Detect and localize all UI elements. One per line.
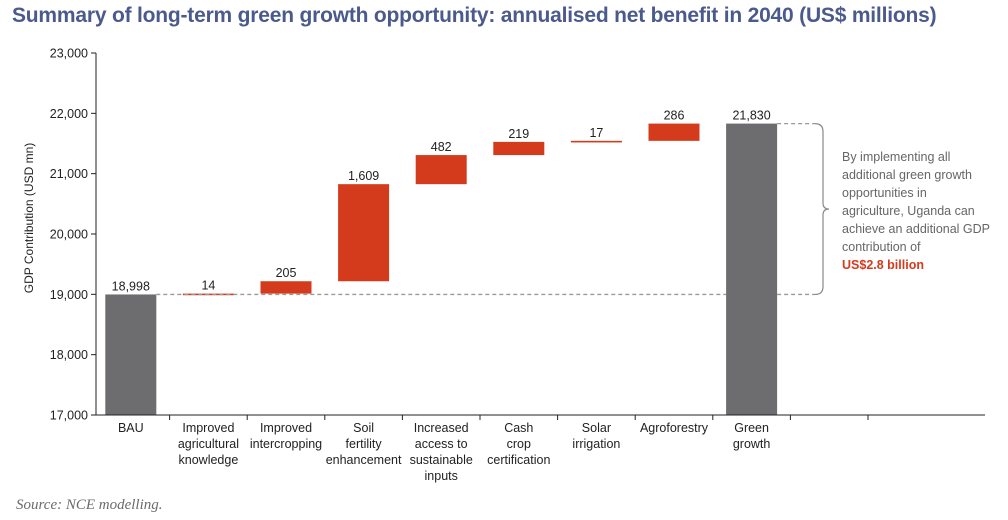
bars-layer	[105, 123, 778, 415]
category-label-2: Improved intercropping	[250, 421, 322, 451]
category-label-8: Green growth	[733, 421, 771, 451]
curly-bracket	[814, 122, 830, 296]
y-tick-label-3: 20,000	[50, 228, 88, 242]
reference-lines-layer	[156, 122, 830, 296]
category-label-6-line-0: Solar	[582, 421, 611, 435]
source-note: Source: NCE modelling.	[16, 497, 163, 513]
category-label-1-line-0: Improved	[182, 421, 234, 435]
bar-8	[726, 123, 778, 415]
category-label-8-line-0: Green	[734, 421, 769, 435]
category-label-5-line-0: Cash	[504, 421, 533, 435]
category-label-6-line-1: irrigation	[572, 437, 620, 451]
value-label-0: 18,998	[112, 279, 150, 293]
value-label-8: 21,830	[732, 109, 770, 123]
category-label-3-line-1: fertility	[346, 437, 383, 451]
annotation-highlight: US$2.8 billion	[842, 258, 924, 272]
value-labels-layer: 18,998 14 205 1,609 482 219 17 286 21,830	[112, 109, 771, 294]
value-label-6: 17	[589, 126, 603, 140]
category-label-4-line-1: access to	[415, 437, 468, 451]
axes-layer: 17,000 18,000 19,000 20,000 21,000 22,000 23,0…	[50, 47, 985, 423]
value-label-7: 286	[664, 109, 685, 123]
category-label-0-line-0: BAU	[118, 421, 144, 435]
value-label-2: 205	[276, 266, 297, 280]
category-label-0: BAU	[118, 421, 144, 435]
category-label-4-line-3: inputs	[425, 469, 458, 483]
category-label-4: Increased access to sustainable inputs	[410, 421, 473, 483]
category-label-6: Solar irrigation	[572, 421, 620, 451]
y-tick-label-4: 21,000	[50, 167, 88, 181]
y-tick-label-5: 22,000	[50, 107, 88, 121]
category-label-1: Improved agricultural knowledge	[178, 421, 239, 467]
y-tick-label-0: 17,000	[50, 409, 88, 423]
category-label-3: Soil fertility enhancement	[326, 421, 402, 467]
value-label-4: 482	[431, 140, 452, 154]
bar-7	[648, 123, 700, 141]
category-label-5: Cash crop certification	[487, 421, 550, 467]
category-label-5-line-1: crop	[507, 437, 531, 451]
annotation-text: By implementing all additional green gro…	[842, 148, 992, 274]
bar-3	[338, 184, 390, 282]
value-label-3: 1,609	[348, 169, 379, 183]
bar-5	[493, 141, 545, 156]
bar-0	[105, 294, 157, 415]
category-label-1-line-2: knowledge	[179, 453, 239, 467]
category-label-2-line-0: Improved	[260, 421, 312, 435]
y-tick-label-2: 19,000	[50, 288, 88, 302]
annotation-body: By implementing all additional green gro…	[842, 150, 990, 254]
bar-2	[260, 281, 312, 294]
category-label-4-line-0: Increased	[414, 421, 469, 435]
category-label-7: Agroforestry	[640, 421, 709, 435]
category-label-5-line-2: certification	[487, 453, 550, 467]
y-tick-label-6: 23,000	[50, 47, 88, 61]
category-label-2-line-1: intercropping	[250, 437, 322, 451]
category-label-8-line-1: growth	[733, 437, 771, 451]
bar-4	[415, 155, 467, 185]
category-label-4-line-2: sustainable	[410, 453, 473, 467]
category-label-3-line-2: enhancement	[326, 453, 402, 467]
category-label-1-line-1: agricultural	[178, 437, 239, 451]
category-labels-layer: BAU Improved agricultural knowledgeImproved…	[118, 421, 770, 483]
value-label-1: 14	[201, 279, 215, 293]
bar-6	[570, 140, 622, 143]
y-tick-label-1: 18,000	[50, 348, 88, 362]
category-label-3-line-0: Soil	[353, 421, 374, 435]
chart-title: Summary of long-term green growth opport…	[12, 4, 937, 27]
value-label-5: 219	[508, 127, 529, 141]
category-label-7-line-0: Agroforestry	[640, 421, 709, 435]
